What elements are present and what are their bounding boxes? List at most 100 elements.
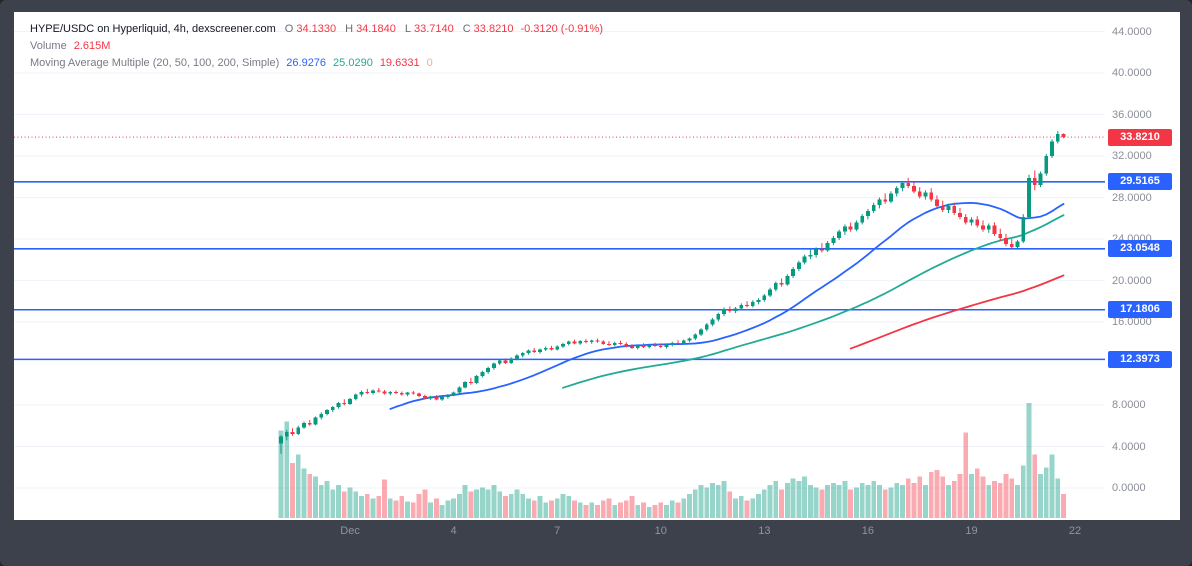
price-tick-label: 32.0000: [1112, 150, 1152, 162]
volume-bar: [485, 489, 491, 518]
candle-body: [348, 398, 352, 404]
candle-body: [526, 350, 531, 354]
candle-body: [503, 360, 508, 363]
chart-panel[interactable]: HYPE/USDC on Hyperliquid, 4h, dexscreene…: [14, 12, 1180, 520]
volume-bar: [974, 468, 980, 518]
time-axis[interactable]: Dec 4 7 10 13 16 19 22: [0, 525, 1192, 549]
symbol-legend-row[interactable]: HYPE/USDC on Hyperliquid, 4h, dexscreene…: [30, 21, 603, 38]
candle-body: [359, 392, 364, 395]
candle-body: [538, 349, 542, 353]
ma50-value: 25.0290: [333, 57, 373, 69]
volume-bar: [1026, 403, 1032, 518]
price-tick-label: 0.0000: [1112, 482, 1146, 494]
volume-bar: [451, 498, 457, 518]
volume-label: Volume: [30, 40, 67, 52]
price-tick-label: 4.0000: [1112, 440, 1146, 453]
volume-bar: [698, 485, 704, 518]
candle-body: [906, 182, 911, 187]
candle-body: [515, 355, 519, 359]
candle-body: [411, 392, 416, 394]
volume-bar: [405, 501, 410, 518]
level-price-badge: 23.0548: [1108, 240, 1172, 258]
candle-body: [710, 319, 715, 325]
symbol-title: HYPE/USDC on Hyperliquid, 4h, dexscreene…: [30, 23, 276, 35]
candle-body: [825, 243, 830, 251]
volume-bar: [416, 493, 422, 518]
candle-body: [589, 340, 594, 343]
price-tick-label: 40.0000: [1112, 67, 1152, 79]
volume-bar: [439, 504, 445, 518]
price-tick-label: 16.0000: [1112, 316, 1152, 328]
candle-body: [860, 216, 865, 223]
volume-bar: [756, 493, 761, 518]
candle-body: [929, 192, 934, 200]
volume-bar: [589, 502, 595, 518]
volume-bar: [980, 476, 986, 518]
volume-legend-row[interactable]: Volume 2.615M: [30, 38, 603, 55]
candle-body: [279, 436, 283, 444]
candle-body: [1050, 141, 1054, 156]
candle-body: [733, 308, 738, 312]
volume-bar: [836, 485, 842, 518]
candle-body: [762, 295, 767, 301]
volume-bar: [946, 485, 951, 518]
last-price-badge: 33.8210: [1108, 128, 1172, 146]
candle-body: [290, 431, 295, 435]
volume-bar: [721, 480, 727, 518]
candle-body: [624, 343, 629, 347]
volume-bar: [658, 502, 664, 518]
candle-body: [687, 338, 692, 341]
candle-body: [681, 340, 686, 344]
volume-bar: [359, 496, 364, 518]
volume-bar: [802, 476, 808, 518]
volume-bar: [474, 489, 480, 518]
candle-body: [946, 205, 951, 210]
price-tick-label: 8.0000: [1112, 399, 1146, 411]
candle-body: [417, 393, 421, 397]
volume-bar: [813, 487, 819, 518]
candle-body: [986, 225, 991, 230]
volume-bar: [318, 485, 324, 518]
candle-body: [1044, 156, 1049, 174]
candle-body: [630, 346, 634, 348]
price-tick-label: 44.0000: [1112, 25, 1152, 38]
candle-body: [917, 191, 922, 197]
volume-bar: [410, 502, 416, 518]
volume-bar: [738, 496, 744, 518]
candle-body: [802, 256, 807, 263]
volume-bar: [819, 489, 825, 518]
indicator-title: Moving Average Multiple (20, 50, 100, 20…: [30, 57, 280, 69]
candle-body: [388, 392, 393, 394]
volume-bar: [928, 472, 934, 518]
ma20-line: [389, 201, 1065, 410]
volume-bar: [761, 489, 767, 518]
candle-body: [722, 309, 726, 315]
candle-body: [601, 341, 606, 344]
level-price-badge: 29.5165: [1108, 173, 1172, 191]
candle-body: [405, 392, 410, 395]
volume-bar: [336, 485, 341, 518]
candle-body: [670, 342, 675, 345]
volume-bar: [652, 504, 658, 518]
volume-bar: [911, 482, 917, 518]
price-chart-canvas[interactable]: [14, 12, 1180, 520]
candle-body: [296, 427, 301, 435]
indicator-legend-row[interactable]: Moving Average Multiple (20, 50, 100, 20…: [30, 55, 603, 72]
volume-bar: [687, 493, 692, 518]
candle-body: [474, 375, 479, 384]
time-tick-label: 22: [1068, 525, 1082, 537]
volume-bar: [595, 504, 600, 518]
volume-bar: [1049, 454, 1055, 518]
volume-bar: [566, 496, 572, 518]
volume-bar: [681, 498, 687, 518]
volume-bar: [784, 482, 790, 518]
candle-body: [284, 431, 289, 437]
candle-body: [440, 397, 445, 400]
volume-bar: [635, 504, 641, 518]
volume-bar: [951, 480, 957, 518]
volume-bar: [623, 500, 629, 518]
volume-bar: [894, 482, 900, 518]
volume-bar: [301, 468, 307, 518]
volume-bar: [433, 498, 439, 518]
candle-body: [445, 395, 450, 398]
